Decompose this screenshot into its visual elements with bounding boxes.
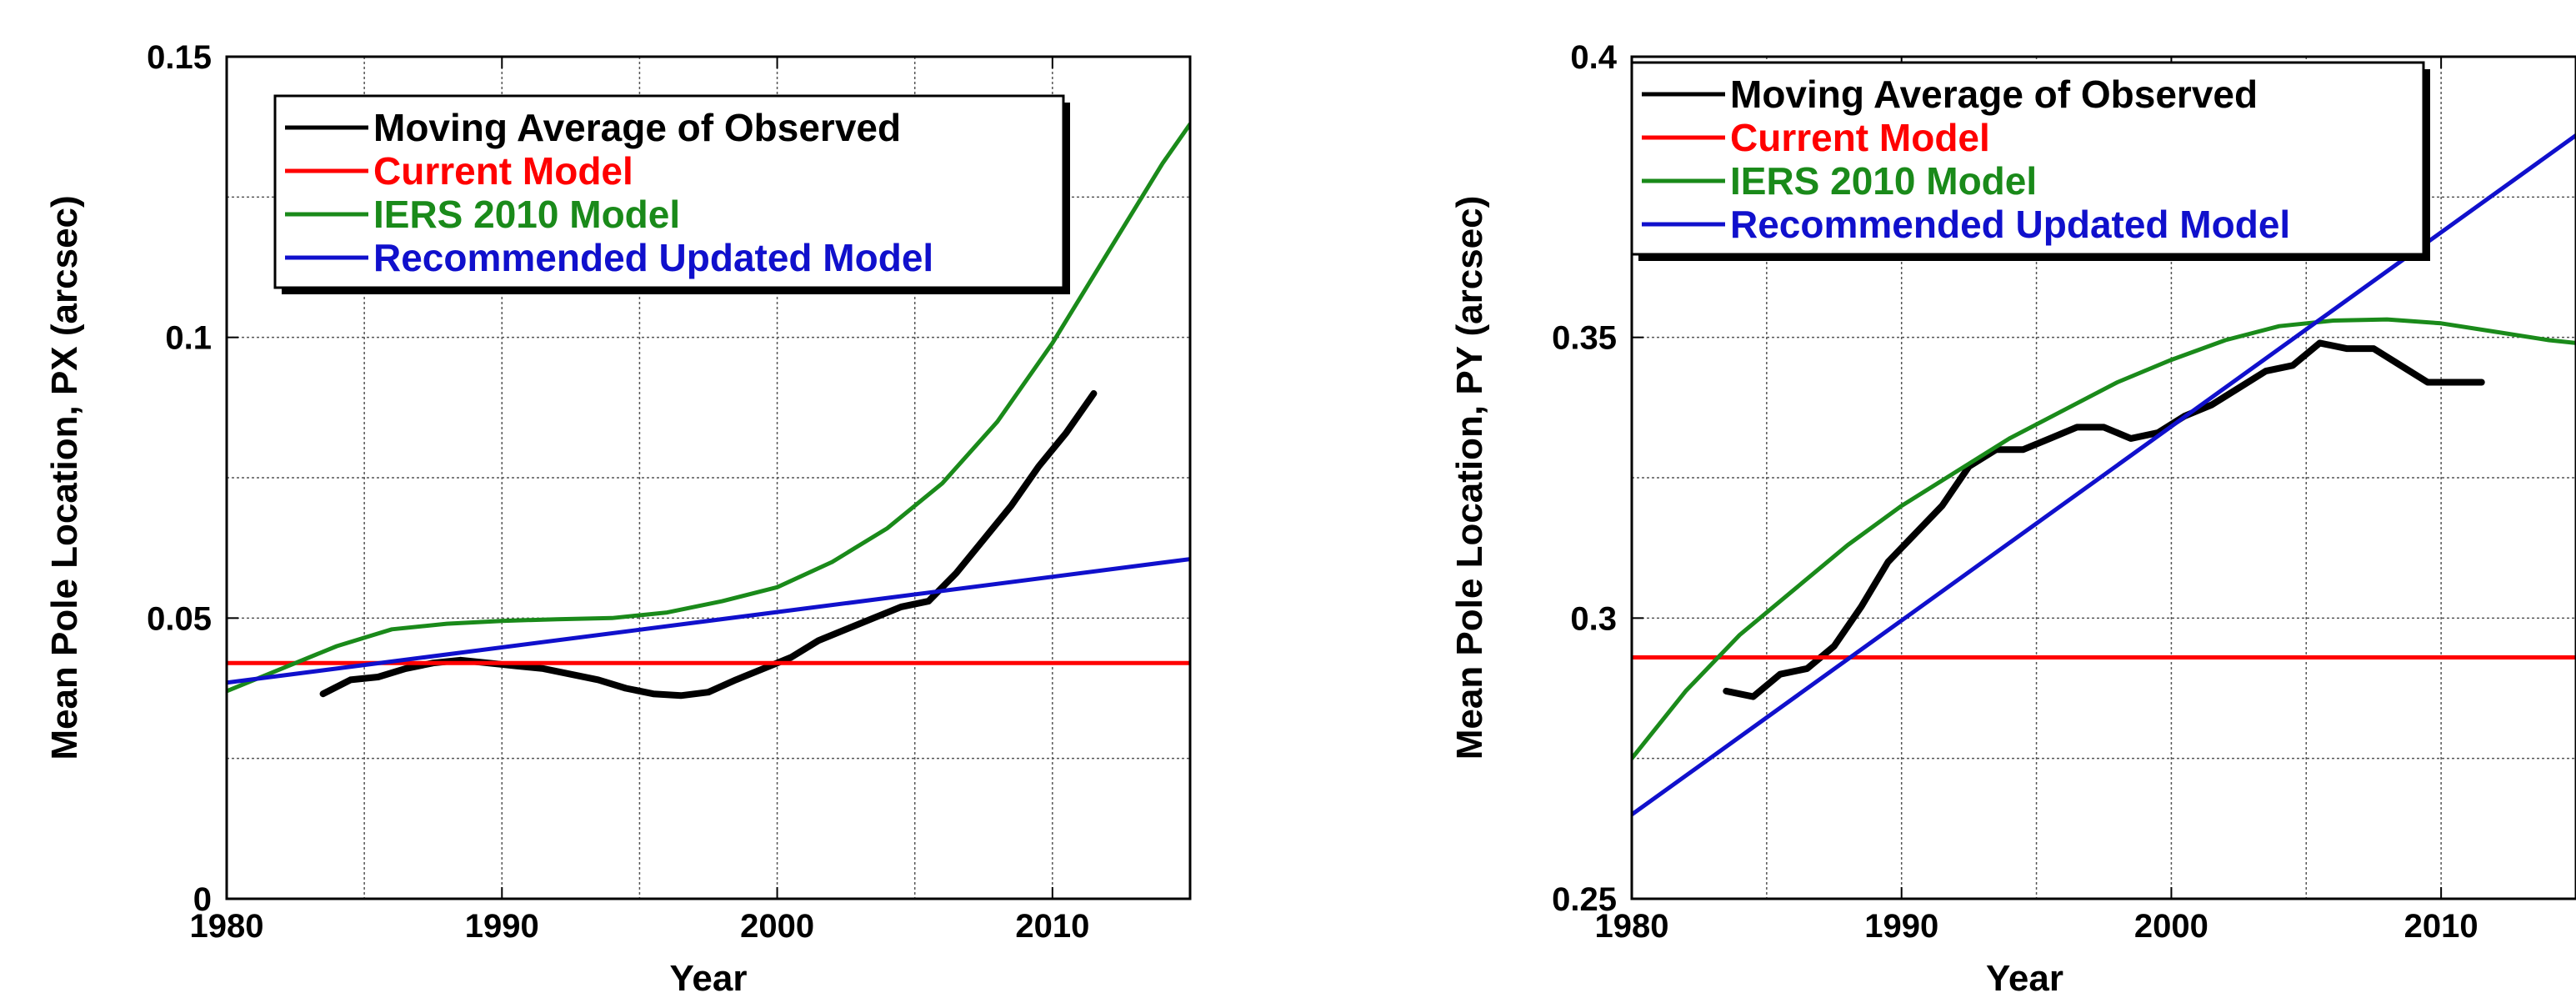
x-tick-label: 1990 — [1864, 908, 1938, 945]
series-line-3 — [1632, 317, 2576, 761]
legend-label-4: Recommended Updated Model — [373, 236, 933, 279]
x-tick-label: 2000 — [2134, 908, 2208, 945]
legend-label-4: Recommended Updated Model — [1730, 203, 2290, 246]
legend-label-2: Current Model — [1730, 116, 1990, 159]
y-tick-label: 0.3 — [1570, 600, 1617, 637]
x-tick-label: 2000 — [740, 908, 814, 945]
x-axis-label: Year — [1986, 958, 2063, 999]
y-tick-label: 0.1 — [165, 320, 212, 357]
y-tick-label: 0.35 — [1552, 320, 1617, 357]
legend-box — [273, 94, 1065, 289]
chart-panel-1: 1980 1990 2000 2010 0 0.05 0.1 0.15 Year Mean Pol… — [44, 39, 1192, 999]
x-axis-label: Year — [670, 958, 748, 999]
series-line-1 — [1723, 339, 2485, 700]
y-tick-label: 0.25 — [1552, 881, 1617, 918]
y-tick-label: 0 — [193, 881, 212, 918]
x-tick-label: 1980 — [190, 908, 264, 945]
x-tick-label: 1980 — [1595, 908, 1669, 945]
legend-label-1: Moving Average of Observed — [373, 106, 901, 149]
series-line-4 — [227, 557, 1190, 685]
series-line-3 — [227, 122, 1190, 694]
legend-label-3: IERS 2010 Model — [373, 193, 680, 236]
legend-label-1: Moving Average of Observed — [1730, 73, 2258, 116]
plot-frame — [225, 55, 1192, 900]
legend-box — [1630, 61, 2425, 256]
legend-label-2: Current Model — [373, 149, 633, 193]
legend-label-3: IERS 2010 Model — [1730, 159, 2037, 203]
x-tick-label: 2010 — [1015, 908, 1089, 945]
series-line-1 — [319, 390, 1098, 700]
y-tick-label: 0.15 — [147, 39, 212, 76]
x-tick-label: 1990 — [465, 908, 539, 945]
y-axis-label: Mean Pole Location, PX (arcsec) — [44, 195, 85, 760]
y-tick-label: 0.4 — [1570, 39, 1617, 76]
chart-panel-2: 1980 1990 2000 2010 0.25 0.3 0.35 0.4 Year Mean P… — [1449, 39, 2576, 999]
y-axis-label: Mean Pole Location, PY (arcsec) — [1449, 196, 1490, 760]
plot-frame — [1630, 55, 2576, 900]
x-tick-label: 2010 — [2404, 908, 2478, 945]
y-tick-label: 0.05 — [147, 600, 212, 637]
